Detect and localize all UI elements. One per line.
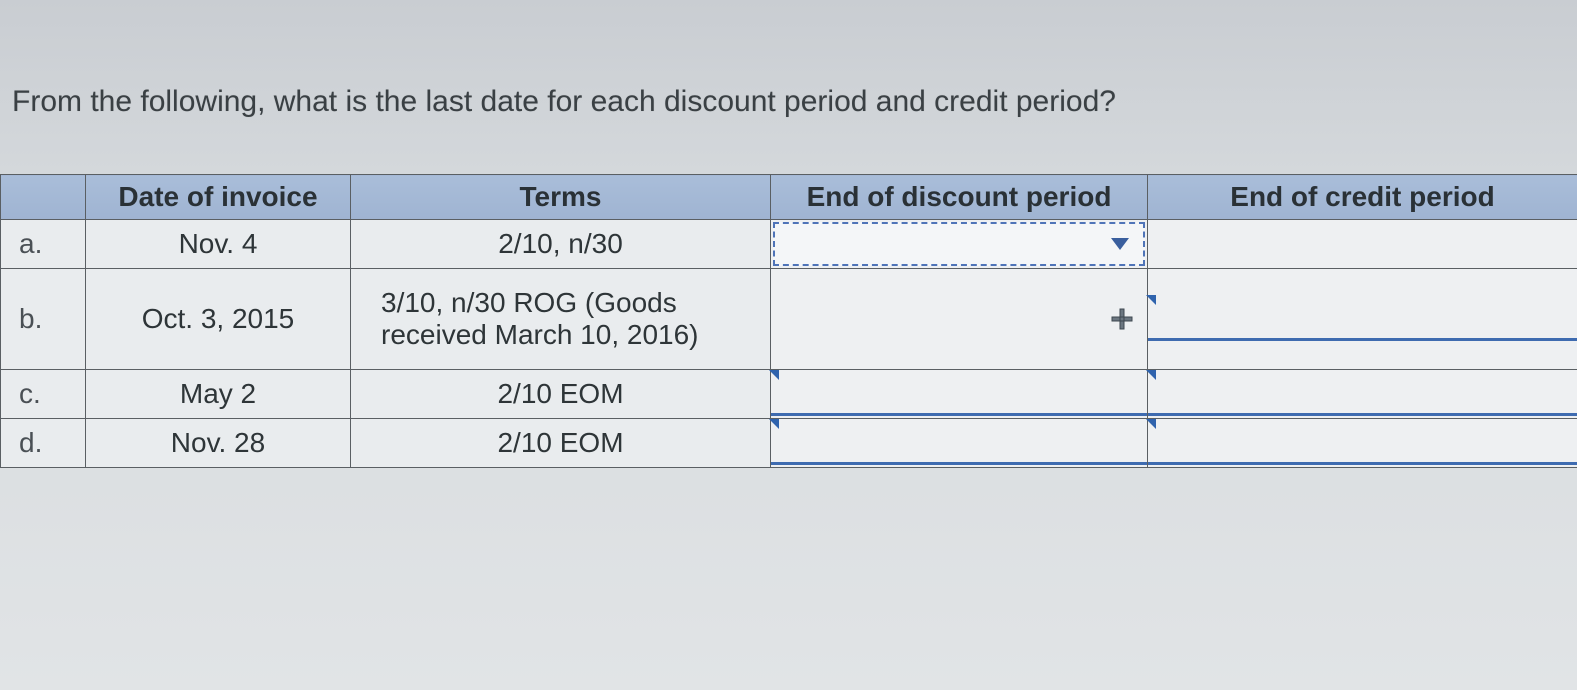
- terms-cell: 2/10 EOM: [351, 370, 771, 419]
- credit-input-cell[interactable]: [1148, 419, 1577, 468]
- discount-input-cell[interactable]: [771, 269, 1148, 370]
- credit-input-cell[interactable]: [1148, 269, 1577, 370]
- discount-field[interactable]: [771, 421, 1147, 465]
- field-marker-icon: [1146, 419, 1156, 429]
- discount-field[interactable]: [771, 372, 1147, 416]
- field-marker-icon: [769, 370, 779, 380]
- table-row: c. May 2 2/10 EOM: [1, 370, 1577, 419]
- discount-dropdown[interactable]: [773, 222, 1145, 266]
- invoice-date-cell: Nov. 28: [86, 419, 351, 468]
- credit-input-cell[interactable]: [1148, 220, 1577, 269]
- header-end-credit: End of credit period: [1148, 175, 1577, 220]
- invoice-terms-table: Date of invoice Terms End of discount pe…: [0, 174, 1577, 468]
- table-row: d. Nov. 28 2/10 EOM: [1, 419, 1577, 468]
- table-row: b. Oct. 3, 2015 3/10, n/30 ROG (Goods re…: [1, 269, 1577, 370]
- page: From the following, what is the last dat…: [0, 0, 1577, 468]
- row-label: b.: [1, 269, 86, 370]
- terms-cell: 2/10 EOM: [351, 419, 771, 468]
- row-label: d.: [1, 419, 86, 468]
- invoice-date-cell: Nov. 4: [86, 220, 351, 269]
- header-terms: Terms: [351, 175, 771, 220]
- discount-input-cell[interactable]: [771, 370, 1148, 419]
- question-text: From the following, what is the last dat…: [12, 85, 1577, 119]
- terms-cell: 3/10, n/30 ROG (Goods received March 10,…: [351, 269, 771, 370]
- field-marker-icon: [769, 419, 779, 429]
- terms-cell: 2/10, n/30: [351, 220, 771, 269]
- invoice-date-cell: May 2: [86, 370, 351, 419]
- row-label: a.: [1, 220, 86, 269]
- credit-input-cell[interactable]: [1148, 370, 1577, 419]
- field-marker-icon: [1146, 295, 1156, 305]
- plus-icon: [1111, 308, 1133, 330]
- dropdown-icon[interactable]: [1111, 238, 1129, 250]
- discount-field[interactable]: [771, 297, 1147, 341]
- invoice-date-cell: Oct. 3, 2015: [86, 269, 351, 370]
- credit-field[interactable]: [1148, 297, 1577, 341]
- credit-field[interactable]: [1148, 372, 1577, 416]
- credit-field[interactable]: [1148, 421, 1577, 465]
- discount-input-cell[interactable]: [771, 419, 1148, 468]
- credit-field[interactable]: [1148, 222, 1577, 266]
- header-end-discount: End of discount period: [771, 175, 1148, 220]
- table-header-row: Date of invoice Terms End of discount pe…: [1, 175, 1577, 220]
- discount-input-cell[interactable]: [771, 220, 1148, 269]
- row-label: c.: [1, 370, 86, 419]
- field-marker-icon: [1146, 370, 1156, 380]
- header-date-of-invoice: Date of invoice: [86, 175, 351, 220]
- table-row: a. Nov. 4 2/10, n/30: [1, 220, 1577, 269]
- header-blank: [1, 175, 86, 220]
